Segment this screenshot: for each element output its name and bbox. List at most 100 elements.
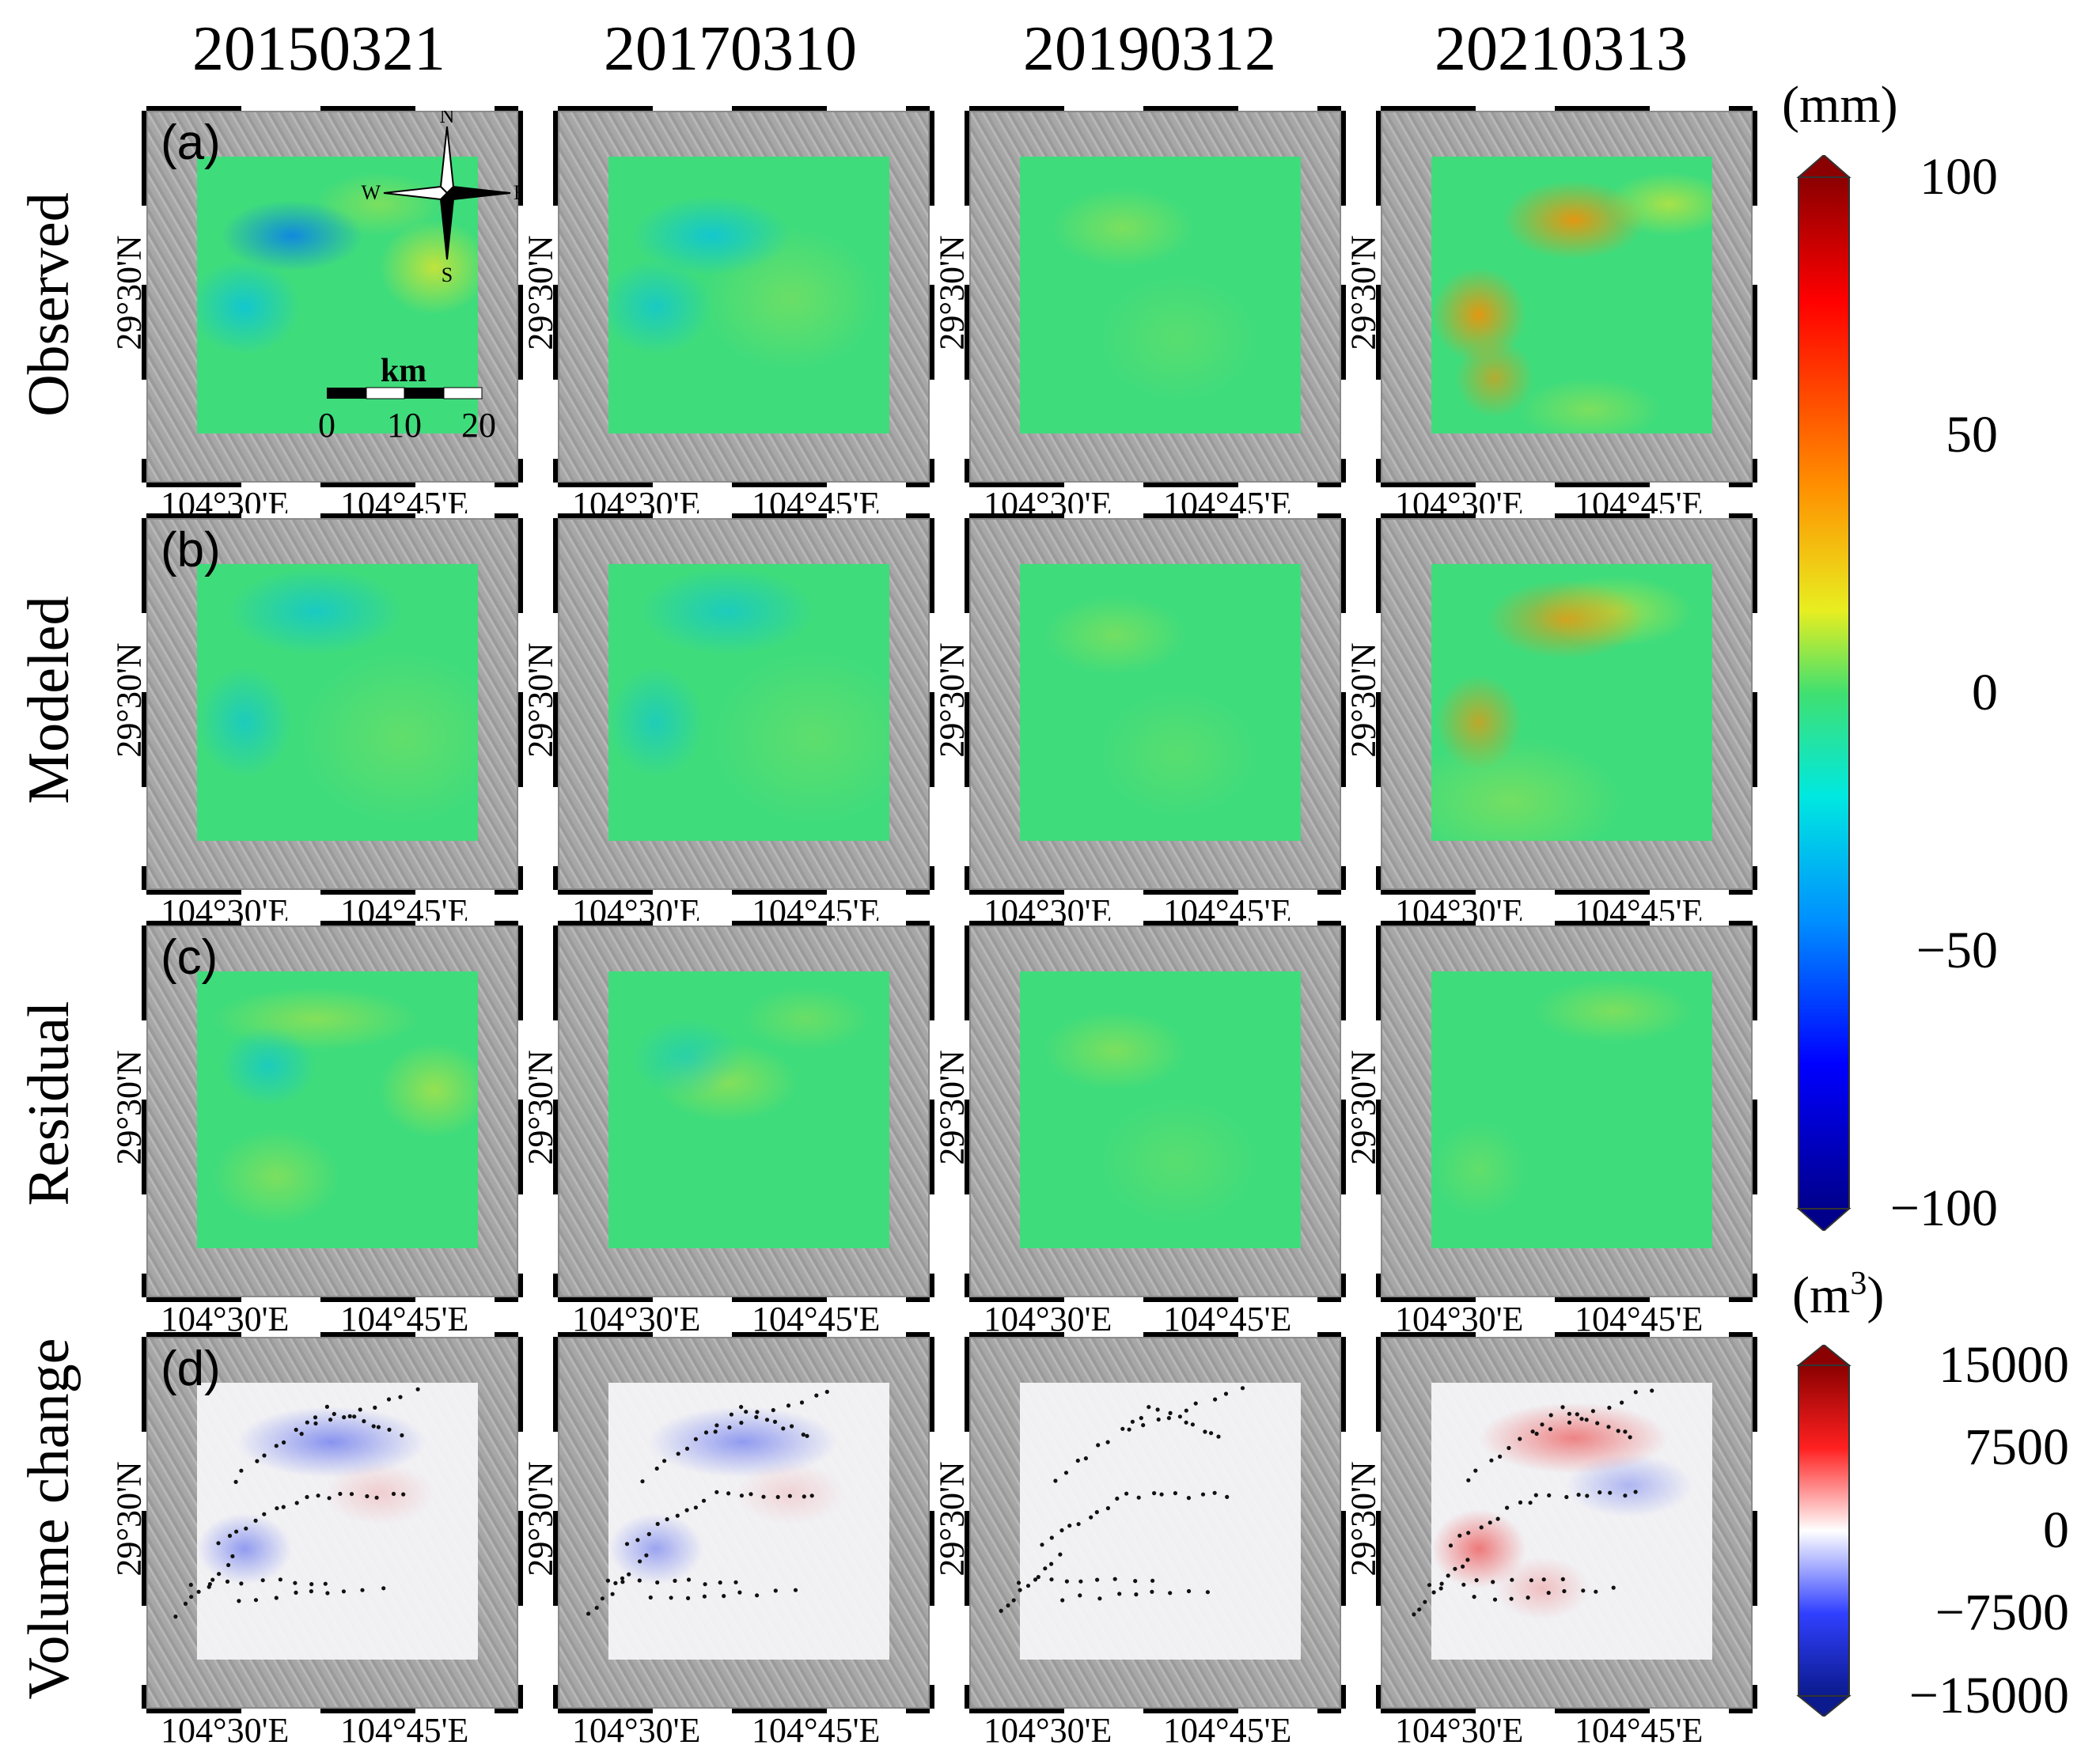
panel-modeled-20210313 — [1376, 513, 1757, 895]
panel-residual-20170310 — [553, 921, 934, 1302]
latitude-label: 29°30'N — [109, 1050, 149, 1165]
observation-point — [773, 1588, 778, 1593]
deformation-field — [197, 1383, 478, 1660]
map-frame-tick-bot — [146, 483, 518, 487]
observation-point — [386, 1397, 392, 1402]
observation-point — [1518, 1437, 1522, 1441]
map-frame-tick-r — [1753, 518, 1757, 890]
colorbar-volume-tick: −7500 — [1935, 1584, 2069, 1641]
observation-point — [325, 1591, 330, 1596]
observation-point — [1466, 1531, 1471, 1535]
observation-point — [739, 1493, 744, 1498]
colorbar-deformation-unit: (mm) — [1782, 76, 1898, 134]
panel-residual-20190312 — [965, 921, 1346, 1302]
observation-point — [274, 1444, 279, 1448]
observation-point — [655, 1580, 660, 1585]
observation-point — [1016, 1580, 1021, 1585]
observation-point — [381, 1586, 386, 1591]
longitude-label-1: 104°30'E — [161, 1300, 290, 1338]
observation-point — [313, 1421, 318, 1426]
observation-point — [1540, 1422, 1545, 1427]
observation-point — [374, 1495, 379, 1500]
observation-point — [1547, 1493, 1552, 1497]
observation-point — [1594, 1589, 1598, 1594]
observation-point — [305, 1494, 309, 1500]
colorbar-deformation-tick: 100 — [1920, 148, 1998, 206]
observation-point — [703, 1582, 707, 1587]
observation-point — [1528, 1501, 1533, 1505]
map-frame-tick-r — [1341, 926, 1346, 1297]
map-frame-tick-l — [142, 111, 146, 483]
observation-point — [1213, 1397, 1218, 1402]
observation-point — [294, 1427, 298, 1433]
longitude-label-1: 104°30'E — [984, 1711, 1112, 1750]
observation-point — [1105, 1506, 1110, 1511]
observation-point — [371, 1424, 376, 1429]
colorbar-volume-tick: 0 — [2043, 1501, 2069, 1559]
observation-point — [644, 1553, 649, 1558]
panel-residual-20150321: (c) — [142, 921, 523, 1302]
observation-point — [1078, 1593, 1082, 1598]
observation-point — [755, 1593, 760, 1598]
observation-point — [305, 1420, 309, 1425]
map-frame-tick-r — [930, 926, 934, 1297]
latitude-label: 29°30'N — [109, 1461, 149, 1577]
observation-point — [635, 1538, 640, 1543]
scalebar-tick-10: 10 — [387, 406, 422, 445]
observation-point — [400, 1433, 404, 1438]
observation-point — [1457, 1533, 1462, 1538]
observation-point — [775, 1494, 780, 1500]
observation-point — [1049, 1577, 1054, 1582]
observation-point — [391, 1491, 396, 1497]
observation-point — [1049, 1535, 1054, 1540]
observation-point — [1096, 1443, 1101, 1448]
map-frame-tick-bot — [969, 890, 1341, 895]
observation-point — [415, 1387, 420, 1391]
map-frame-tick-l — [1376, 1337, 1381, 1709]
colorbar-deformation-bottom-arrow — [1796, 1208, 1852, 1231]
map-frame-tick-r — [1341, 518, 1346, 890]
map-frame-tick-r — [1341, 111, 1346, 483]
observation-point — [324, 1404, 329, 1409]
observation-point — [1147, 1405, 1151, 1410]
observation-point — [1548, 1427, 1553, 1432]
observation-point — [282, 1440, 286, 1445]
observation-point — [1097, 1596, 1102, 1601]
observation-point — [1417, 1607, 1422, 1612]
colorbar-volume-tick: 7500 — [1965, 1418, 2069, 1476]
observation-point — [1150, 1578, 1155, 1583]
observation-point — [1209, 1431, 1214, 1436]
observation-point — [787, 1493, 792, 1498]
observation-point — [1127, 1427, 1131, 1432]
observation-point — [226, 1562, 231, 1568]
observation-point — [342, 1415, 347, 1420]
observation-point — [313, 1415, 318, 1420]
observation-point — [1011, 1598, 1016, 1603]
observation-point — [1461, 1564, 1465, 1569]
colorbar-deformation-tick: −50 — [1916, 922, 1998, 979]
observation-point — [1518, 1500, 1523, 1505]
colorbar-volume-tick: −15000 — [1908, 1667, 2069, 1724]
observation-point — [1186, 1496, 1191, 1501]
row-label-modeled: Modeled — [17, 596, 81, 804]
latitude-label: 29°30'N — [521, 1050, 560, 1165]
map-frame-tick-l — [965, 111, 969, 483]
map-frame-tick-l — [142, 1337, 146, 1709]
observation-point — [1628, 1435, 1632, 1440]
observation-point — [1585, 1493, 1590, 1498]
observation-point — [739, 1405, 744, 1410]
deformation-field — [1020, 157, 1301, 433]
observation-point — [1616, 1429, 1620, 1433]
observation-point — [239, 1581, 244, 1586]
colorbar-volume-top-arrow — [1796, 1345, 1852, 1366]
observation-point — [799, 1400, 805, 1405]
longitude-label-2: 104°45'E — [1575, 1300, 1704, 1338]
panel-volume-20210313 — [1376, 1332, 1757, 1713]
observation-point — [793, 1588, 798, 1592]
observation-point — [401, 1492, 406, 1497]
observation-point — [294, 1501, 299, 1505]
map-frame-tick-l — [1376, 111, 1381, 483]
scalebar-tick-0: 0 — [318, 406, 335, 445]
observation-point — [1461, 1582, 1466, 1587]
map-frame-tick-top — [558, 513, 930, 518]
